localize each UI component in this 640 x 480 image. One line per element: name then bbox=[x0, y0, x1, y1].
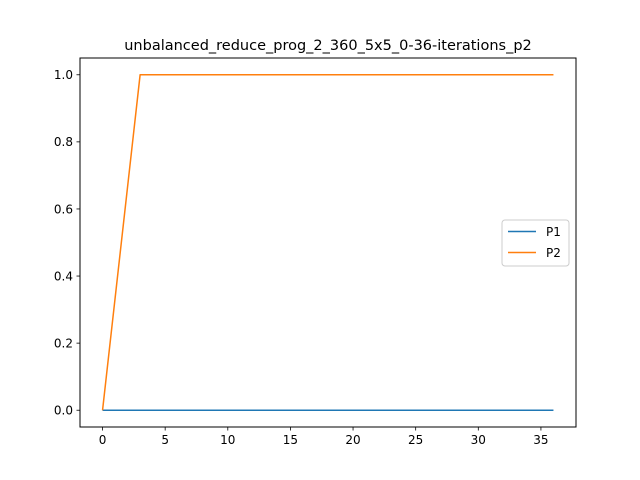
x-tick-label: 15 bbox=[283, 433, 298, 447]
y-tick-label: 0.6 bbox=[54, 202, 73, 216]
x-tick-label: 10 bbox=[220, 433, 235, 447]
x-tick-label: 20 bbox=[345, 433, 360, 447]
legend-label-p1: P1 bbox=[546, 225, 561, 239]
x-tick-label: 5 bbox=[161, 433, 169, 447]
y-tick-label: 0.0 bbox=[54, 404, 73, 418]
y-tick-label: 0.8 bbox=[54, 135, 73, 149]
plot-area bbox=[101, 74, 554, 411]
y-tick-label: 0.2 bbox=[54, 336, 73, 350]
x-tick-label: 0 bbox=[99, 433, 107, 447]
axes-frame bbox=[79, 57, 577, 428]
x-axis: 0 5 10 15 20 25 30 35 bbox=[99, 427, 549, 447]
legend-label-p2: P2 bbox=[546, 246, 561, 260]
legend: P1 P2 bbox=[501, 219, 570, 267]
chart-title: unbalanced_reduce_prog_2_360_5x5_0-36-it… bbox=[124, 38, 532, 54]
x-tick-label: 30 bbox=[471, 433, 486, 447]
y-axis: 0.0 0.2 0.4 0.6 0.8 1.0 bbox=[54, 68, 80, 418]
y-tick-label: 1.0 bbox=[54, 68, 73, 82]
x-tick-label: 25 bbox=[408, 433, 423, 447]
series-line-p2 bbox=[101, 74, 554, 411]
x-tick-label: 35 bbox=[533, 433, 548, 447]
y-tick-label: 0.4 bbox=[54, 269, 73, 283]
